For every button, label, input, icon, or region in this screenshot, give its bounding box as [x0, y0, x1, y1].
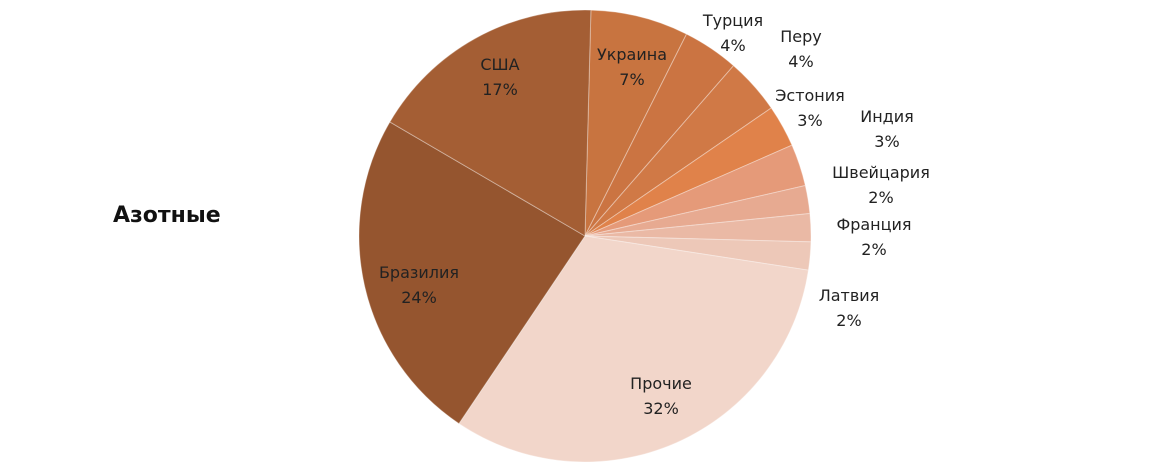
pie-slice-1	[584, 33, 735, 237]
slice-value-label-7: 2%	[836, 311, 861, 330]
slice-label-8: Прочие	[630, 374, 692, 393]
pie-slice-9	[358, 121, 586, 425]
pie-slice-2	[584, 64, 772, 237]
slice-value-label-8: 32%	[643, 399, 679, 418]
slice-label-7: Латвия	[819, 286, 880, 305]
slice-label-3: Эстония	[775, 86, 845, 105]
pie-slice-8	[458, 235, 809, 463]
slice-value-label-1: 4%	[720, 36, 745, 55]
slice-value-label-3: 3%	[797, 111, 822, 130]
pie-slice-6	[584, 213, 812, 243]
slice-label-9: Бразилия	[379, 263, 459, 282]
slice-label-4: Индия	[860, 107, 914, 126]
pie-slice-3	[584, 107, 793, 237]
pie-slice-0	[584, 9, 688, 237]
slice-label-0: Украина	[597, 45, 667, 64]
slice-label-6: Франция	[836, 215, 911, 234]
slice-value-label-5: 2%	[868, 188, 893, 207]
pie-slice-7	[584, 235, 812, 271]
slice-value-label-2: 4%	[788, 52, 813, 71]
slice-label-5: Швейцария	[832, 163, 930, 182]
slice-label-10: США	[480, 55, 519, 74]
slice-value-label-6: 2%	[861, 240, 886, 259]
slice-value-label-0: 7%	[619, 70, 644, 89]
pie-slice-5	[584, 184, 811, 237]
slice-value-label-10: 17%	[482, 80, 518, 99]
slice-label-2: Перу	[780, 27, 822, 46]
chart-title: Азотные	[113, 203, 221, 228]
pie-slice-10	[389, 9, 592, 237]
slice-value-label-9: 24%	[401, 288, 437, 307]
pie-slice-4	[584, 144, 806, 237]
slice-label-1: Турция	[702, 11, 763, 30]
slice-value-label-4: 3%	[874, 132, 899, 151]
